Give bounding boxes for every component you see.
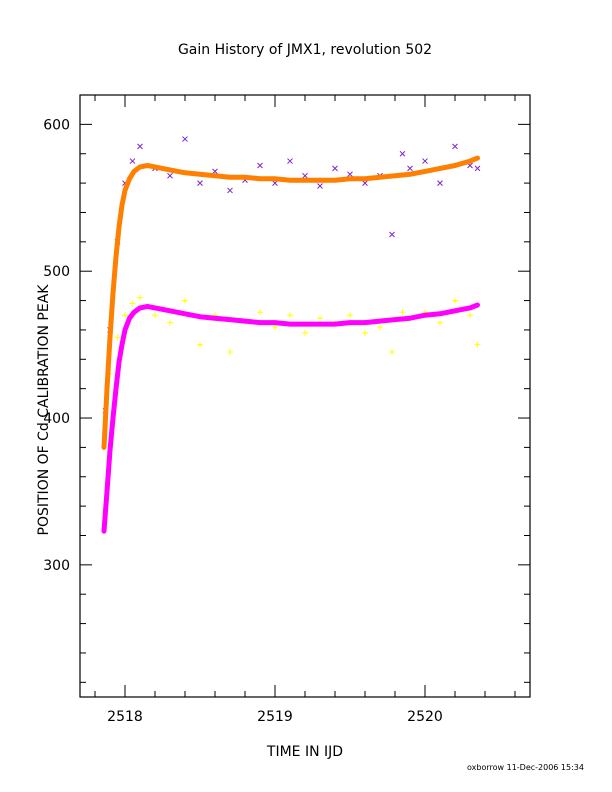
data-point [437,180,443,186]
data-series [101,136,481,534]
x-tick-label: 2518 [107,709,143,725]
data-point [362,180,368,186]
data-point [302,172,308,179]
axis-ticks [80,94,530,697]
data-point [167,319,173,326]
data-point [347,312,353,319]
data-point [302,329,308,336]
data-point [407,165,413,172]
data-point [152,312,158,319]
x-tick-label: 2519 [257,709,293,725]
data-point [467,312,473,319]
data-point [167,172,173,179]
y-tick-label: 300 [43,558,70,574]
data-point [399,150,406,157]
fit-curve [101,302,480,534]
data-point [437,319,443,326]
data-point [129,158,136,164]
data-point [452,143,458,150]
data-point [317,315,323,322]
data-point [272,180,278,186]
series-3 [101,155,480,450]
chart-title: Gain History of JMX1, revolution 502 [178,42,432,58]
data-point [287,158,293,164]
data-point [474,165,481,172]
data-point [197,341,203,348]
y-axis-label: POSITION OF Cd CALIBRATION PEAK [36,284,52,536]
data-point [474,341,481,348]
data-point [182,297,188,304]
tick-labels: 2518 2519 2520 300 400 500 600 [43,117,443,725]
data-point [399,309,406,316]
x-axis-label: TIME IN IJD [266,744,343,760]
data-point [422,158,428,164]
data-point [197,180,203,186]
credit-footer: oxborrow 11-Dec-2006 15:34 [467,763,584,772]
data-point [227,348,233,355]
data-point [257,162,263,169]
data-point [332,165,338,172]
y-tick-label: 500 [43,264,70,280]
data-point [137,143,143,150]
data-point [377,323,383,330]
y-tick-label: 400 [43,411,70,427]
data-point [389,231,395,238]
data-point [227,187,233,194]
data-point [122,312,128,319]
data-point [257,309,263,316]
data-point [182,136,188,142]
y-tick-label: 600 [43,117,70,133]
data-point [287,312,293,319]
data-point [137,294,143,301]
data-point [129,300,136,307]
x-tick-label: 2520 [407,709,443,725]
data-point [362,329,368,336]
data-point [452,297,458,304]
data-point [212,168,218,175]
data-point [347,171,353,178]
series-2 [102,294,481,429]
data-point [317,183,323,189]
data-point [389,348,395,355]
plot-frame [79,94,531,698]
series-4 [101,302,480,534]
fit-curve [101,155,480,450]
data-point [114,334,121,341]
